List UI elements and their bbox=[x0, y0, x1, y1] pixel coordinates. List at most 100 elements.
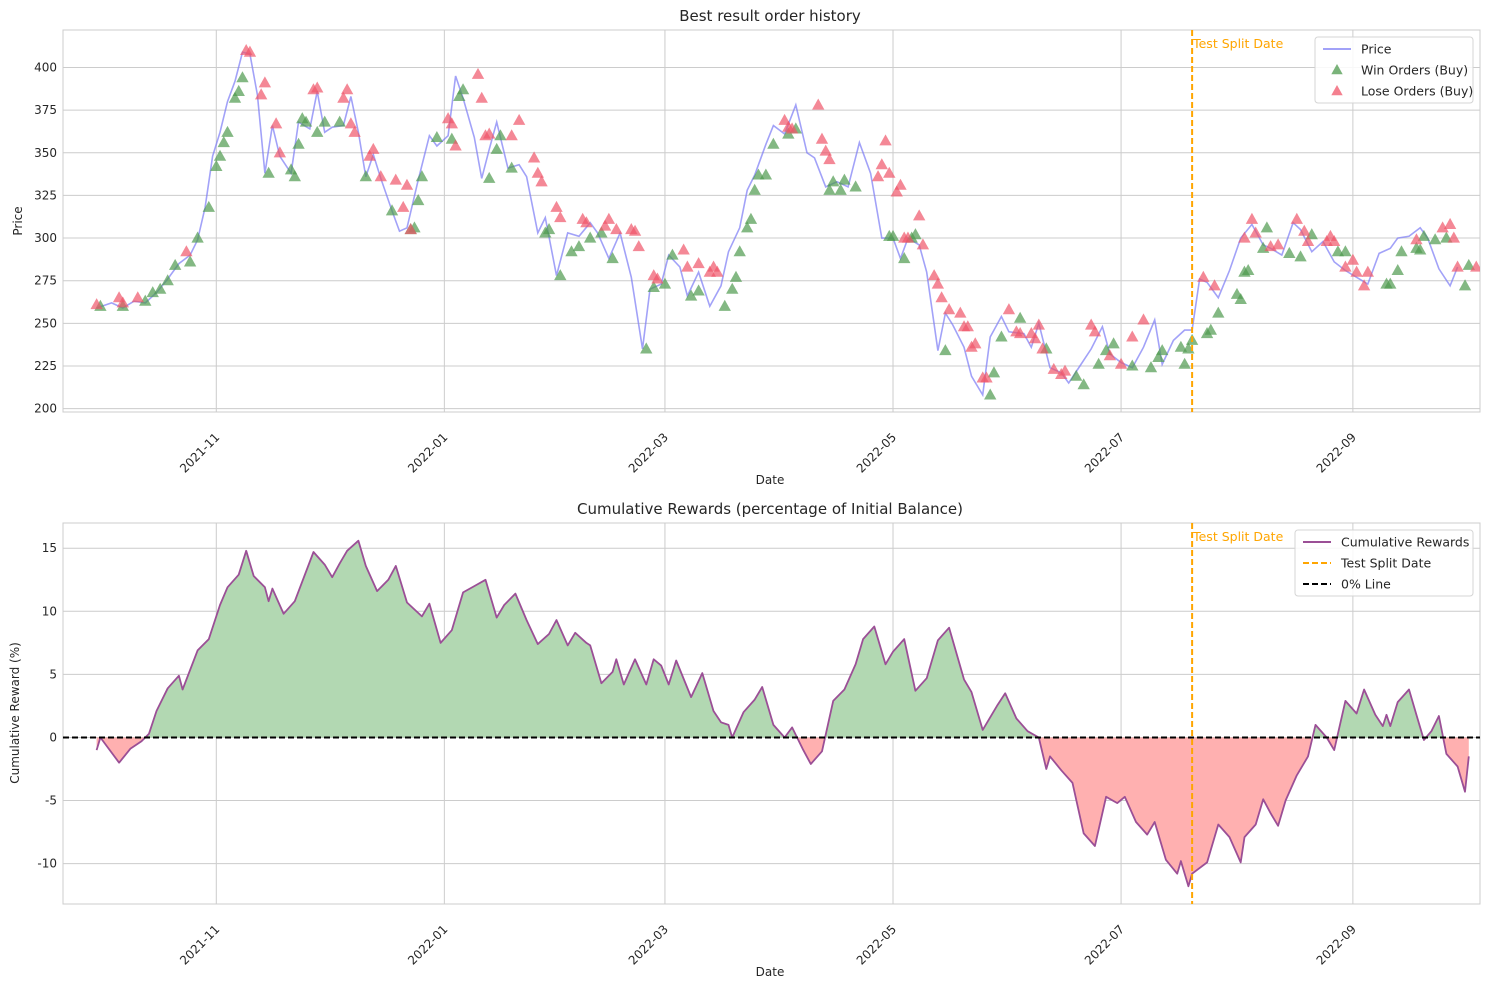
lose-order-marker bbox=[116, 296, 129, 308]
lose-order-marker bbox=[1137, 313, 1150, 325]
lose-order-marker bbox=[1197, 270, 1210, 282]
win-order-marker bbox=[658, 277, 672, 289]
lose-order-marker bbox=[1088, 325, 1102, 337]
positive-reward-area bbox=[145, 540, 798, 738]
win-order-marker bbox=[987, 366, 1001, 378]
win-order-marker bbox=[202, 200, 215, 212]
lose-order-marker bbox=[785, 122, 799, 134]
lose-order-marker bbox=[954, 306, 967, 318]
win-order-marker bbox=[647, 281, 660, 293]
lose-order-marker bbox=[651, 272, 664, 284]
lose-order-marker bbox=[348, 125, 361, 137]
win-order-marker bbox=[262, 166, 275, 178]
lose-order-marker bbox=[273, 146, 287, 158]
lose-order-marker bbox=[1328, 234, 1341, 247]
lose-order-marker bbox=[1028, 332, 1042, 344]
lose-order-marker bbox=[535, 175, 548, 187]
win-order-marker bbox=[161, 274, 174, 286]
y-tick-label: 250 bbox=[34, 316, 57, 330]
negative-reward-area bbox=[1038, 737, 1313, 887]
y-tick-label: 225 bbox=[34, 359, 57, 373]
test-split-annotation: Test Split Date bbox=[1192, 36, 1283, 51]
lose-order-marker bbox=[1447, 231, 1461, 243]
y-tick-label: 5 bbox=[49, 667, 57, 681]
lose-order-marker bbox=[628, 224, 642, 236]
y-tick-label: 10 bbox=[42, 604, 57, 618]
win-order-marker bbox=[191, 231, 204, 243]
win-order-marker bbox=[1294, 250, 1307, 262]
win-order-marker bbox=[542, 223, 556, 235]
win-order-marker bbox=[415, 170, 429, 182]
win-order-marker bbox=[726, 282, 739, 294]
win-order-marker bbox=[886, 229, 900, 241]
positive-reward-area bbox=[1426, 716, 1444, 738]
win-order-marker bbox=[1234, 292, 1247, 304]
win-order-marker bbox=[1339, 245, 1352, 257]
lose-order-marker bbox=[400, 178, 414, 190]
win-order-marker bbox=[385, 204, 399, 216]
lose-order-marker bbox=[935, 291, 948, 303]
win-order-marker bbox=[483, 171, 496, 183]
lose-order-marker bbox=[961, 320, 974, 332]
y-tick-label: -5 bbox=[45, 794, 57, 808]
win-order-marker bbox=[684, 289, 698, 301]
lose-order-marker bbox=[1350, 265, 1363, 277]
negative-reward-area bbox=[797, 737, 826, 764]
y-tick-label: -10 bbox=[37, 857, 57, 871]
lose-order-marker bbox=[980, 371, 993, 383]
lose-order-marker bbox=[367, 142, 380, 154]
win-order-marker bbox=[767, 137, 780, 149]
win-order-marker bbox=[718, 299, 731, 311]
lose-order-marker bbox=[580, 216, 593, 228]
lose-order-marker bbox=[243, 45, 257, 57]
lose-order-marker bbox=[531, 166, 545, 178]
win-order-marker bbox=[666, 248, 679, 260]
lose-order-marker bbox=[602, 212, 616, 224]
lose-order-marker bbox=[340, 83, 354, 95]
win-order-marker bbox=[299, 115, 313, 127]
win-order-marker bbox=[221, 125, 234, 137]
win-order-marker bbox=[554, 269, 567, 281]
lose-order-marker bbox=[1298, 224, 1311, 236]
win-order-marker bbox=[311, 125, 324, 137]
cumulative-rewards-chart: Cumulative Rewards (percentage of Initia… bbox=[8, 500, 1481, 979]
lose-order-marker bbox=[1357, 279, 1371, 291]
lose-order-marker bbox=[471, 67, 485, 79]
win-order-marker bbox=[1428, 233, 1442, 245]
win-order-marker bbox=[456, 83, 470, 95]
win-order-marker bbox=[168, 258, 182, 270]
win-order-marker bbox=[692, 284, 705, 296]
y-tick-label: 325 bbox=[34, 188, 57, 202]
lose-order-marker bbox=[344, 117, 358, 129]
lose-order-marker bbox=[483, 127, 496, 139]
win-order-marker bbox=[606, 252, 619, 264]
legend-marker-triangle bbox=[1331, 64, 1343, 75]
win-order-marker bbox=[984, 388, 997, 400]
legend-label: Price bbox=[1361, 42, 1392, 57]
win-order-marker bbox=[490, 142, 503, 154]
win-order-marker bbox=[288, 170, 301, 182]
lose-order-marker bbox=[1301, 234, 1315, 247]
lose-order-marker bbox=[875, 158, 888, 170]
win-order-marker bbox=[823, 183, 836, 195]
win-order-marker bbox=[1107, 337, 1120, 349]
y-tick-label: 350 bbox=[34, 146, 57, 160]
win-order-marker bbox=[1070, 369, 1083, 381]
lose-order-marker bbox=[890, 185, 903, 197]
lose-order-marker bbox=[901, 231, 915, 243]
win-order-marker bbox=[1077, 378, 1090, 390]
win-order-marker bbox=[572, 240, 586, 252]
lose-order-marker bbox=[815, 132, 829, 144]
lose-order-marker bbox=[180, 245, 193, 257]
win-order-marker bbox=[1178, 357, 1191, 369]
win-order-marker bbox=[1414, 243, 1427, 255]
win-order-marker bbox=[1395, 245, 1408, 257]
lose-order-marker bbox=[550, 200, 563, 212]
lose-order-marker bbox=[512, 113, 526, 125]
lose-order-marker bbox=[1470, 260, 1480, 272]
order-history-xlabel: Date bbox=[756, 473, 785, 487]
win-order-marker bbox=[154, 282, 167, 294]
y-tick-label: 15 bbox=[42, 541, 57, 555]
lose-order-marker bbox=[883, 166, 896, 178]
lose-order-marker bbox=[1245, 212, 1259, 224]
